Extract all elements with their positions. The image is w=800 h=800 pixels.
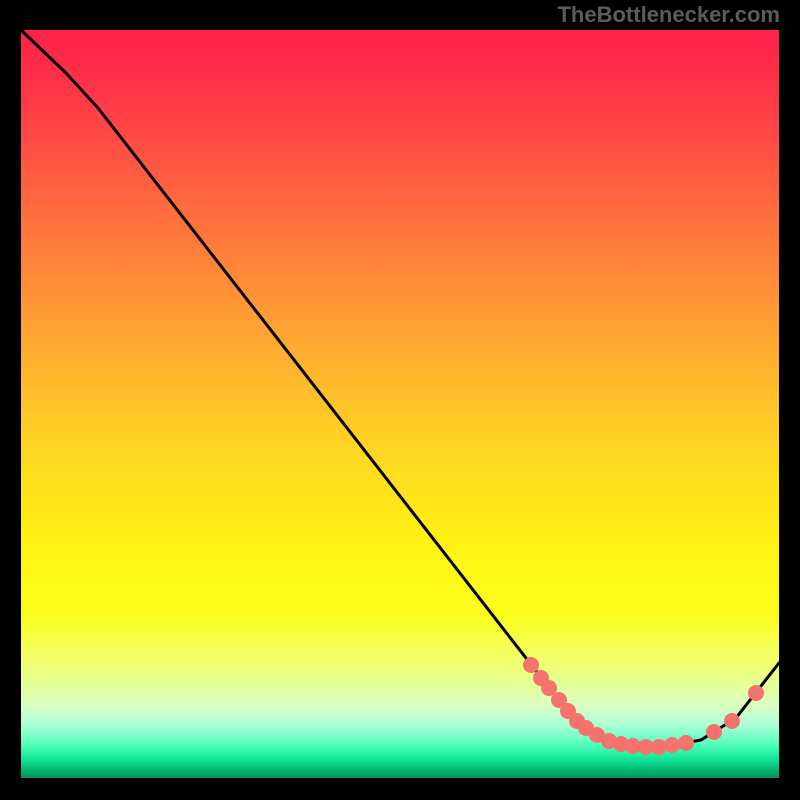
curve-marker: [724, 713, 740, 729]
curve-marker: [706, 724, 722, 740]
curve-marker: [523, 657, 539, 673]
chart-background: [21, 30, 779, 778]
bottleneck-chart: [21, 30, 779, 778]
curve-marker: [748, 685, 764, 701]
attribution-text: TheBottlenecker.com: [557, 2, 780, 28]
chart-plot-area: [21, 30, 779, 778]
curve-marker: [664, 737, 680, 753]
curve-marker: [678, 735, 694, 751]
